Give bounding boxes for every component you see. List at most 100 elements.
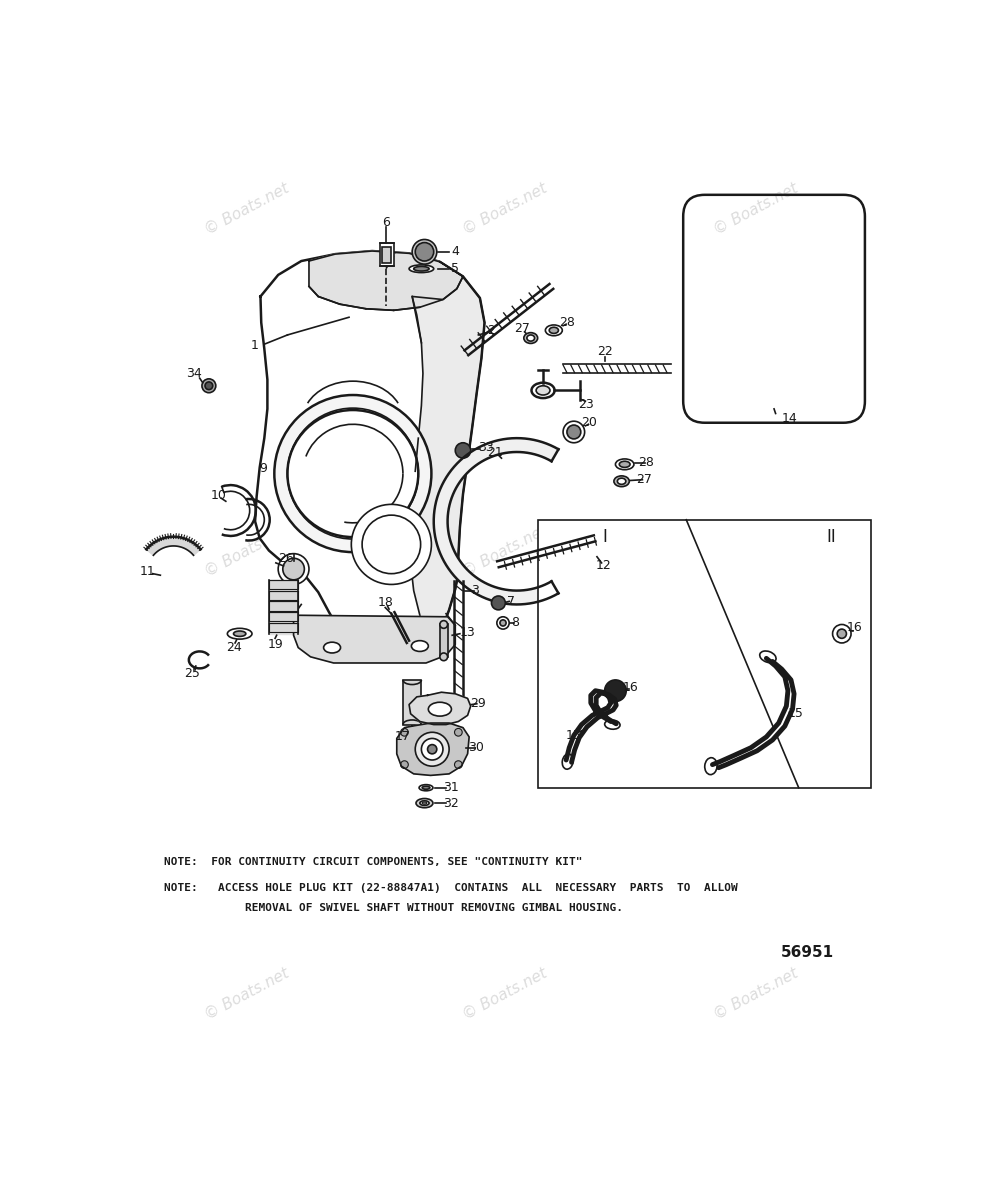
- Ellipse shape: [524, 332, 537, 343]
- Polygon shape: [409, 692, 470, 725]
- Text: 9: 9: [259, 462, 266, 475]
- Circle shape: [351, 504, 432, 584]
- Ellipse shape: [617, 478, 626, 485]
- Ellipse shape: [536, 385, 550, 395]
- Text: 19: 19: [267, 638, 283, 650]
- Bar: [269, 601, 298, 611]
- Text: © Boats.net: © Boats.net: [711, 522, 801, 580]
- Text: 27: 27: [515, 323, 530, 335]
- Ellipse shape: [419, 785, 433, 791]
- Text: 24: 24: [226, 641, 242, 654]
- Polygon shape: [269, 580, 298, 634]
- Circle shape: [604, 680, 626, 702]
- Text: 1: 1: [251, 340, 259, 353]
- Polygon shape: [309, 251, 463, 311]
- Ellipse shape: [545, 325, 562, 336]
- Ellipse shape: [527, 335, 534, 341]
- Text: 17: 17: [395, 731, 411, 743]
- Text: © Boats.net: © Boats.net: [460, 180, 550, 238]
- Polygon shape: [410, 262, 484, 646]
- Text: II: II: [826, 528, 836, 546]
- Bar: [269, 623, 298, 632]
- Circle shape: [415, 732, 449, 766]
- Circle shape: [205, 382, 213, 390]
- Circle shape: [440, 653, 448, 661]
- Polygon shape: [434, 438, 558, 605]
- Ellipse shape: [604, 720, 620, 730]
- Circle shape: [500, 620, 506, 626]
- Ellipse shape: [428, 702, 452, 716]
- Bar: [269, 590, 298, 600]
- Text: © Boats.net: © Boats.net: [711, 966, 801, 1022]
- Text: © Boats.net: © Boats.net: [460, 522, 550, 580]
- Text: 31: 31: [443, 781, 458, 794]
- Circle shape: [283, 558, 305, 580]
- Ellipse shape: [323, 642, 340, 653]
- Text: 7: 7: [507, 595, 515, 608]
- Text: 25: 25: [184, 667, 200, 680]
- Ellipse shape: [562, 754, 573, 769]
- Ellipse shape: [409, 265, 434, 272]
- Polygon shape: [294, 616, 456, 662]
- Circle shape: [440, 620, 448, 629]
- Polygon shape: [396, 724, 469, 775]
- Text: 5: 5: [452, 263, 459, 275]
- Bar: [440, 624, 448, 656]
- Circle shape: [400, 728, 408, 736]
- Ellipse shape: [760, 650, 776, 662]
- Text: 27: 27: [636, 473, 652, 486]
- Text: 16: 16: [846, 622, 862, 634]
- Bar: [269, 580, 298, 589]
- Polygon shape: [566, 691, 616, 762]
- Text: 14: 14: [782, 412, 798, 425]
- Text: 29: 29: [470, 696, 486, 709]
- Text: 4: 4: [452, 245, 459, 258]
- Circle shape: [497, 617, 509, 629]
- Ellipse shape: [705, 757, 717, 775]
- Text: 26: 26: [278, 552, 294, 565]
- Text: 23: 23: [579, 397, 594, 410]
- Text: 15: 15: [788, 707, 804, 720]
- Circle shape: [278, 553, 309, 584]
- Text: 56951: 56951: [781, 944, 834, 960]
- Bar: [403, 680, 421, 725]
- Polygon shape: [713, 659, 794, 768]
- Circle shape: [202, 379, 216, 392]
- Ellipse shape: [420, 800, 429, 805]
- Text: © Boats.net: © Boats.net: [202, 180, 292, 238]
- Text: REMOVAL OF SWIVEL SHAFT WITHOUT REMOVING GIMBAL HOUSING.: REMOVAL OF SWIVEL SHAFT WITHOUT REMOVING…: [165, 904, 623, 913]
- Text: 15: 15: [566, 728, 582, 742]
- Text: 20: 20: [582, 416, 598, 430]
- Ellipse shape: [531, 383, 554, 398]
- Text: © Boats.net: © Boats.net: [711, 180, 801, 238]
- Text: NOTE:  FOR CONTINUITY CIRCUIT COMPONENTS, SEE "CONTINUITY KIT": NOTE: FOR CONTINUITY CIRCUIT COMPONENTS,…: [165, 857, 583, 868]
- Circle shape: [362, 515, 421, 574]
- Circle shape: [455, 728, 462, 736]
- Ellipse shape: [619, 461, 630, 467]
- Text: © Boats.net: © Boats.net: [460, 966, 550, 1022]
- Circle shape: [412, 240, 437, 264]
- Text: 10: 10: [210, 488, 226, 502]
- Ellipse shape: [422, 802, 427, 804]
- Ellipse shape: [234, 631, 246, 636]
- Ellipse shape: [614, 476, 629, 487]
- Text: 22: 22: [597, 346, 612, 359]
- Polygon shape: [146, 536, 200, 556]
- Text: 33: 33: [478, 440, 494, 454]
- Circle shape: [428, 744, 437, 754]
- Ellipse shape: [228, 629, 252, 640]
- Circle shape: [456, 443, 470, 458]
- Text: 21: 21: [487, 445, 503, 458]
- Circle shape: [837, 629, 846, 638]
- Ellipse shape: [549, 328, 558, 334]
- Text: 32: 32: [443, 797, 458, 810]
- Text: 28: 28: [638, 456, 654, 469]
- Text: 28: 28: [559, 316, 575, 329]
- Text: 18: 18: [378, 596, 394, 610]
- Bar: [269, 612, 298, 622]
- Text: 6: 6: [382, 216, 389, 229]
- Ellipse shape: [416, 798, 433, 808]
- Text: 30: 30: [468, 742, 484, 754]
- Bar: [383, 247, 391, 263]
- Circle shape: [287, 408, 418, 539]
